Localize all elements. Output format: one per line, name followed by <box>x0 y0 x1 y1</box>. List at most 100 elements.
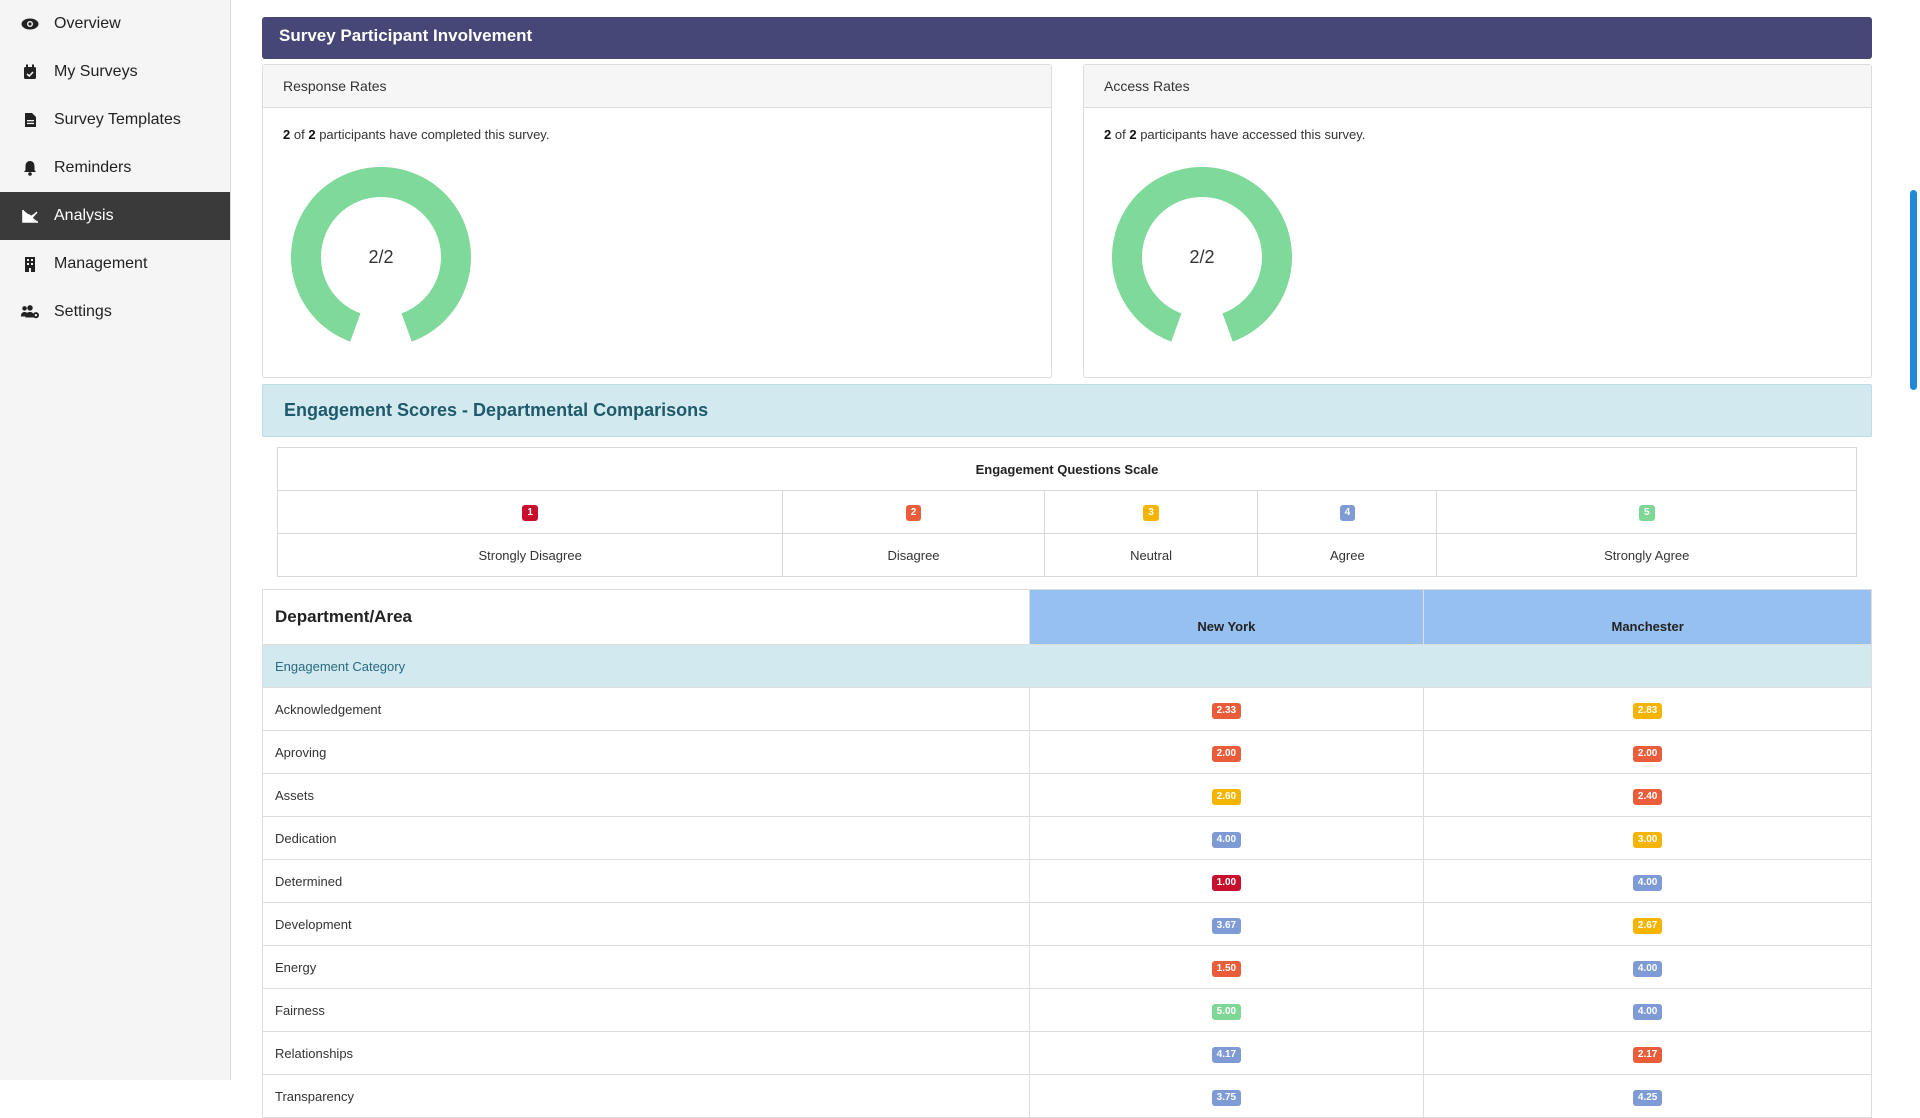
score-badge: 1.50 <box>1211 960 1242 977</box>
score-badge: 4.00 <box>1632 1003 1663 1020</box>
response-rates-header: Response Rates <box>263 65 1051 108</box>
involvement-section-title: Survey Participant Involvement <box>262 17 1872 59</box>
access-completed-count: 2 <box>1104 127 1112 142</box>
scale-badge: 2 <box>905 505 922 521</box>
score-cell: 3.67 <box>1028 902 1425 946</box>
scale-title: Engagement Questions Scale <box>277 447 1857 491</box>
table-row: Determined 1.00 4.00 <box>262 859 1872 903</box>
score-cell: 3.75 <box>1028 1074 1425 1118</box>
score-badge: 4.25 <box>1632 1089 1663 1106</box>
users-cog-icon <box>20 302 40 322</box>
score-badge: 5.00 <box>1211 1003 1242 1020</box>
scale-level-label: Strongly Agree <box>1436 533 1857 577</box>
score-badge: 3.00 <box>1632 831 1663 848</box>
table-row: Development 3.67 2.67 <box>262 902 1872 946</box>
category-label: Determined <box>262 859 1030 903</box>
response-completed-count: 2 <box>283 127 291 142</box>
sidebar-item-my-surveys[interactable]: My Surveys <box>0 48 230 96</box>
response-total-count: 2 <box>308 127 316 142</box>
score-badge: 2.00 <box>1632 745 1663 762</box>
sidebar-item-label: Reminders <box>54 159 132 176</box>
score-cell: 4.17 <box>1028 1031 1425 1075</box>
table-row: Relationships 4.17 2.17 <box>262 1031 1872 1075</box>
score-cell: 2.17 <box>1423 1031 1872 1075</box>
score-cell: 2.00 <box>1028 730 1425 774</box>
engagement-scale-table: Engagement Questions Scale 1 2 3 4 5 Strongl… <box>276 447 1857 577</box>
score-badge: 4.00 <box>1632 960 1663 977</box>
sidebar-item-reminders[interactable]: Reminders <box>0 144 230 192</box>
table-row: Aproving 2.00 2.00 <box>262 730 1872 774</box>
sidebar-item-overview[interactable]: Overview <box>0 0 230 48</box>
score-badge: 2.40 <box>1632 788 1663 805</box>
response-description: participants have completed this survey. <box>319 127 550 142</box>
chart-line-icon <box>20 206 40 226</box>
score-badge: 2.83 <box>1632 702 1663 719</box>
sidebar-item-label: Management <box>54 255 148 272</box>
sidebar-item-analysis[interactable]: Analysis <box>0 192 230 240</box>
response-donut-label: 2/2 <box>368 247 394 267</box>
score-cell: 4.00 <box>1423 945 1872 989</box>
scale-label-row: Strongly Disagree Disagree Neutral Agree Str… <box>276 533 1857 577</box>
response-rates-card: Response Rates 2 of 2 participants have … <box>262 64 1052 378</box>
score-badge: 4.00 <box>1632 874 1663 891</box>
score-badge: 3.67 <box>1211 917 1242 934</box>
score-cell: 1.50 <box>1028 945 1425 989</box>
score-badge: 4.00 <box>1211 831 1242 848</box>
category-label: Development <box>262 902 1030 946</box>
scale-badge: 1 <box>522 505 538 521</box>
access-rates-text: 2 of 2 participants have accessed this s… <box>1104 127 1365 142</box>
response-rates-text: 2 of 2 participants have completed this … <box>283 127 549 142</box>
score-badge: 2.60 <box>1211 788 1242 805</box>
category-label: Assets <box>262 773 1030 817</box>
scale-level-label: Strongly Disagree <box>276 533 784 577</box>
location-header-new-york: New York <box>1028 589 1425 645</box>
category-label: Fairness <box>262 988 1030 1032</box>
scale-level-4: 4 <box>1257 490 1438 534</box>
table-row: Acknowledgement 2.33 2.83 <box>262 687 1872 731</box>
score-cell: 3.00 <box>1423 816 1872 860</box>
scale-level-label: Disagree <box>782 533 1045 577</box>
table-row: Transparency 3.75 4.25 <box>262 1074 1872 1118</box>
location-header-manchester: Manchester <box>1423 589 1872 645</box>
category-label: Transparency <box>262 1074 1030 1118</box>
scale-badge: 4 <box>1339 505 1356 521</box>
category-label: Aproving <box>262 730 1030 774</box>
bell-icon <box>20 158 40 178</box>
table-row: Dedication 4.00 3.00 <box>262 816 1872 860</box>
table-row: Assets 2.60 2.40 <box>262 773 1872 817</box>
category-label: Energy <box>262 945 1030 989</box>
sidebar-nav: Overview My Surveys Survey Templates Remind… <box>0 0 230 336</box>
scale-number-row: 1 2 3 4 5 <box>276 490 1857 534</box>
access-donut-label: 2/2 <box>1189 247 1215 267</box>
sidebar-item-settings[interactable]: Settings <box>0 288 230 336</box>
calendar-check-icon <box>20 62 40 82</box>
scale-level-label: Neutral <box>1043 533 1259 577</box>
access-rates-header: Access Rates <box>1084 65 1871 108</box>
sidebar-item-label: Settings <box>54 303 112 320</box>
scale-badge: 3 <box>1143 505 1159 521</box>
score-cell: 4.00 <box>1423 988 1872 1032</box>
access-description: participants have accessed this survey. <box>1140 127 1366 142</box>
sidebar-item-survey-templates[interactable]: Survey Templates <box>0 96 230 144</box>
table-row: Energy 1.50 4.00 <box>262 945 1872 989</box>
score-badge: 3.75 <box>1211 1089 1242 1106</box>
dept-area-header: Department/Area <box>262 589 1030 645</box>
score-badge: 2.17 <box>1632 1046 1663 1063</box>
scale-level-3: 3 <box>1043 490 1259 534</box>
engagement-category-header: Engagement Category <box>262 644 1872 688</box>
score-cell: 2.67 <box>1423 902 1872 946</box>
sidebar-item-label: My Surveys <box>54 63 138 80</box>
score-badge: 2.00 <box>1211 745 1242 762</box>
score-cell: 2.40 <box>1423 773 1872 817</box>
page-scrollbar[interactable] <box>1910 190 1917 390</box>
category-label: Acknowledgement <box>262 687 1030 731</box>
score-badge: 1.00 <box>1211 874 1242 891</box>
score-cell: 2.33 <box>1028 687 1425 731</box>
score-cell: 4.25 <box>1423 1074 1872 1118</box>
category-label: Dedication <box>262 816 1030 860</box>
building-icon <box>20 254 40 274</box>
table-row: Fairness 5.00 4.00 <box>262 988 1872 1032</box>
scale-level-5: 5 <box>1436 490 1857 534</box>
response-donut-chart <box>291 167 471 342</box>
sidebar-item-management[interactable]: Management <box>0 240 230 288</box>
